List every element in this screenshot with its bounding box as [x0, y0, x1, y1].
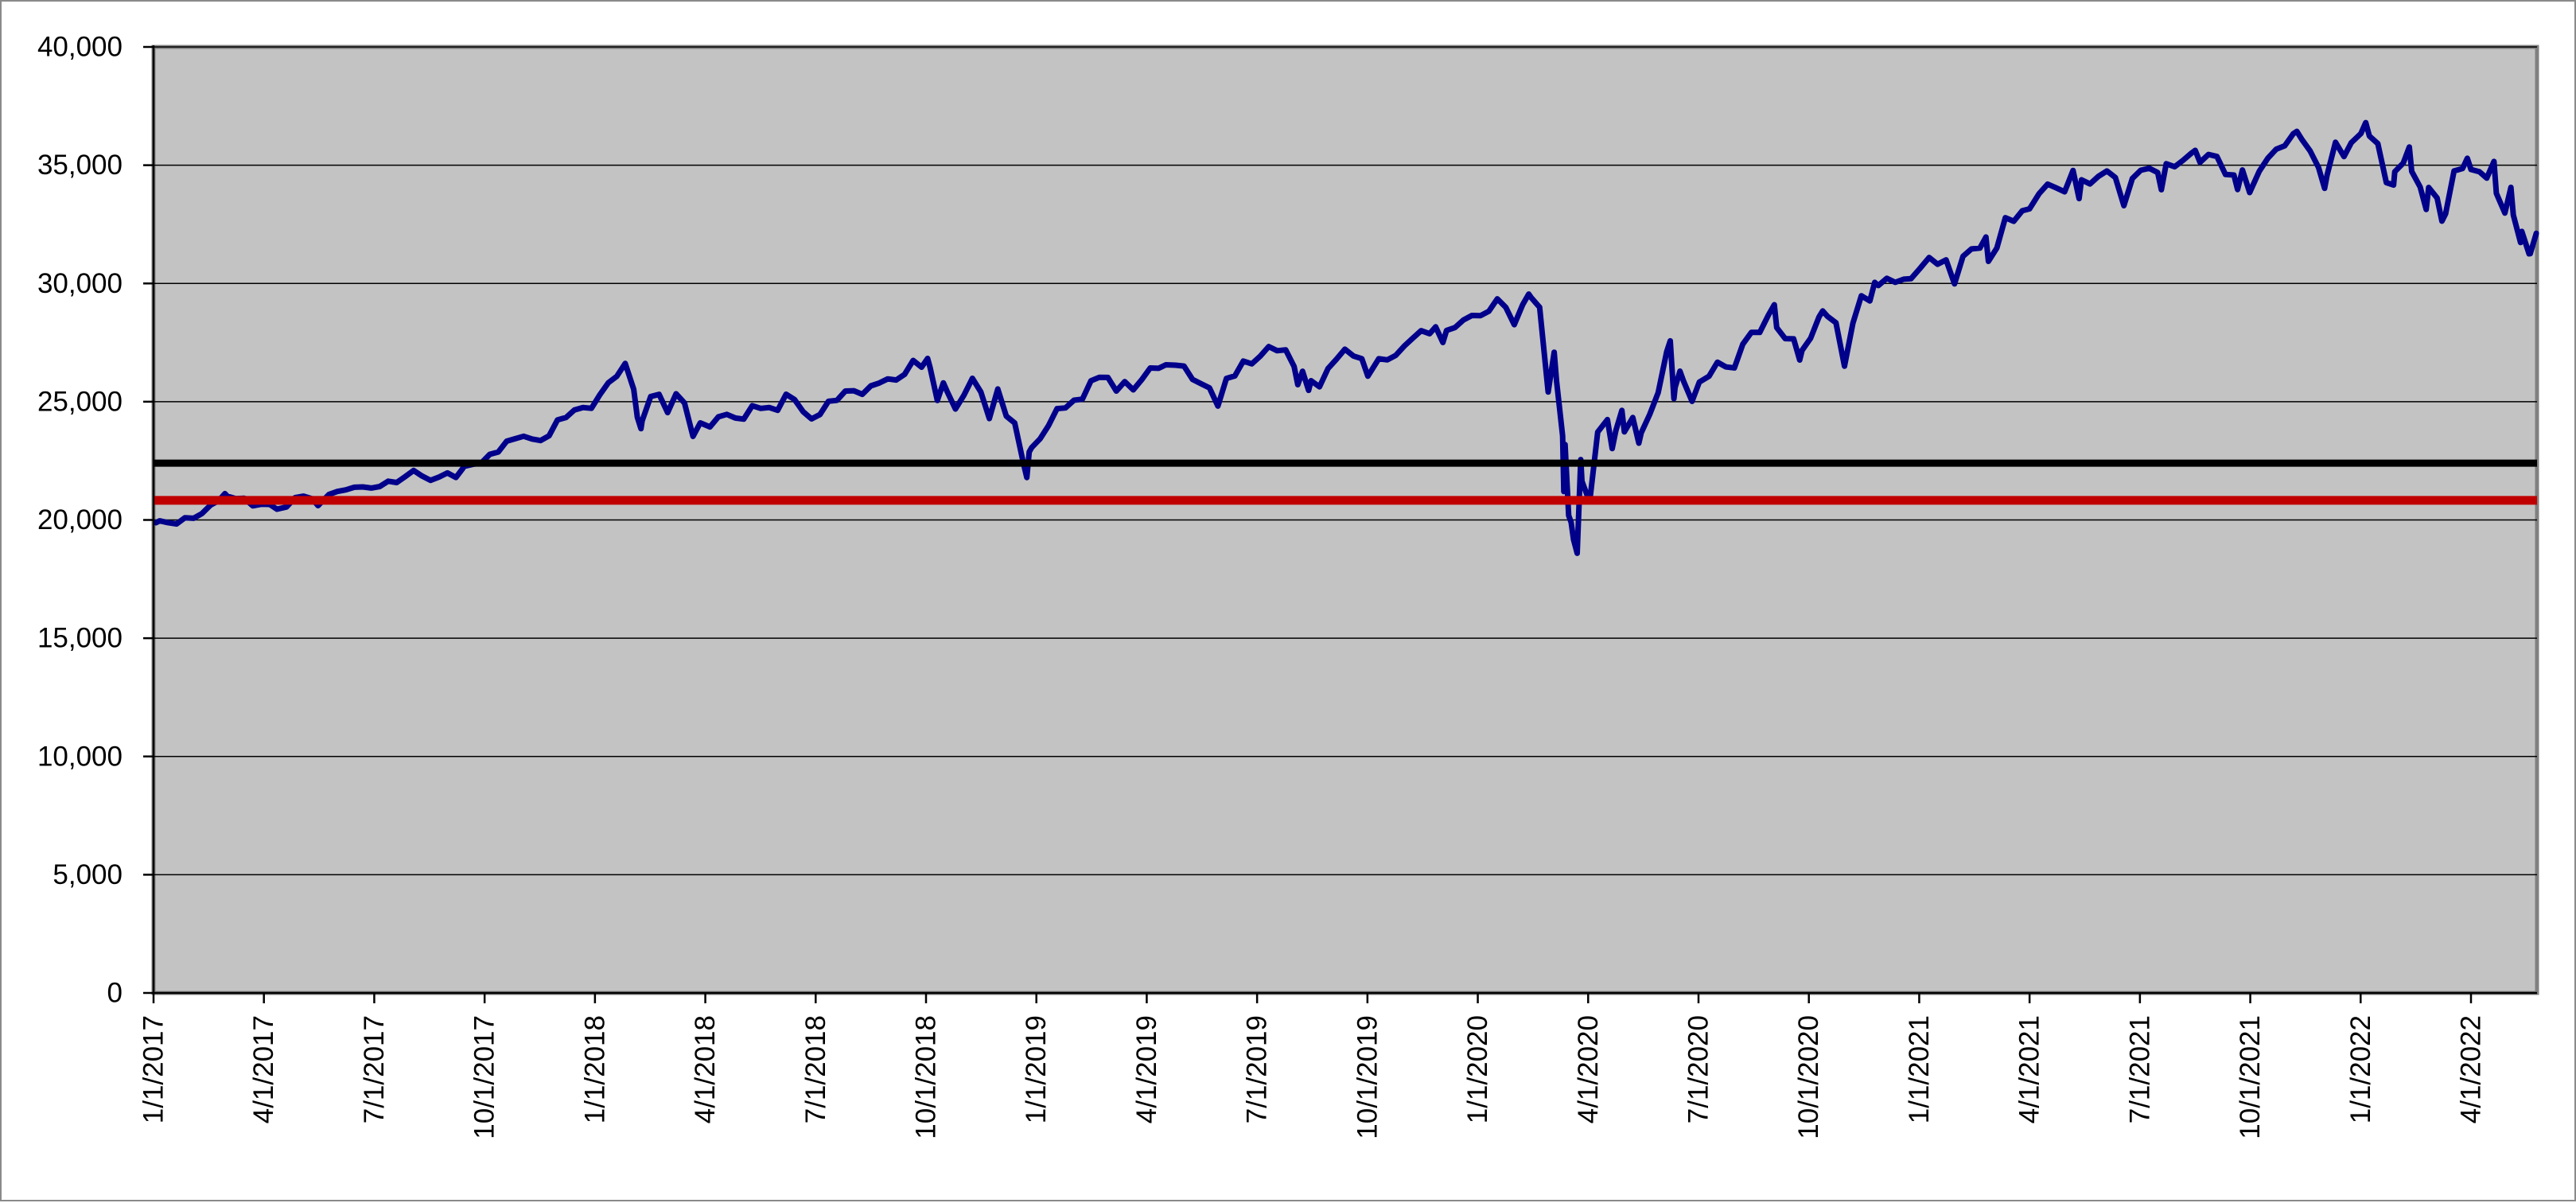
- series-daily-close-line: [153, 119, 2539, 556]
- y-tick-label: 25,000: [37, 386, 123, 417]
- y-tick-label: 40,000: [37, 32, 123, 63]
- x-tick-label: 10/1/2021: [2235, 1015, 2266, 1139]
- x-tick-label: 1/1/2017: [138, 1015, 169, 1123]
- x-tick-label: 7/1/2020: [1683, 1015, 1714, 1123]
- y-tick-label: 30,000: [37, 268, 123, 299]
- x-tick-label: 7/1/2018: [800, 1015, 831, 1123]
- x-tick-label: 1/1/2018: [579, 1015, 610, 1123]
- x-tick-label: 10/1/2020: [1793, 1015, 1824, 1139]
- y-tick-label: 5,000: [53, 859, 123, 890]
- x-tick-label: 10/1/2017: [469, 1015, 500, 1139]
- x-tick-label: 4/1/2018: [690, 1015, 721, 1123]
- x-tick-label: 4/1/2022: [2456, 1015, 2487, 1123]
- x-tick-label: 1/1/2021: [1904, 1015, 1935, 1123]
- x-tick-label: 7/1/2017: [359, 1015, 390, 1123]
- x-tick-label: 1/1/2019: [1021, 1015, 1052, 1123]
- y-tick-label: 0: [107, 978, 123, 1009]
- y-tick-label: 10,000: [37, 741, 123, 772]
- x-tick-label: 10/1/2019: [1352, 1015, 1383, 1139]
- x-tick-label: 4/1/2017: [248, 1015, 279, 1123]
- y-tick-label: 15,000: [37, 623, 123, 654]
- x-tick-label: 7/1/2021: [2124, 1015, 2155, 1123]
- x-tick-label: 4/1/2021: [2014, 1015, 2045, 1123]
- x-tick-label: 7/1/2019: [1242, 1015, 1273, 1123]
- y-tick-label: 35,000: [37, 150, 123, 181]
- x-tick-label: 1/1/2020: [1462, 1015, 1493, 1123]
- x-tick-label: 1/1/2022: [2345, 1015, 2376, 1123]
- x-tick-label: 4/1/2020: [1573, 1015, 1604, 1123]
- y-tick-label: 20,000: [37, 504, 123, 535]
- x-tick-label: 4/1/2019: [1131, 1015, 1162, 1123]
- x-tick-label: 10/1/2018: [911, 1015, 942, 1139]
